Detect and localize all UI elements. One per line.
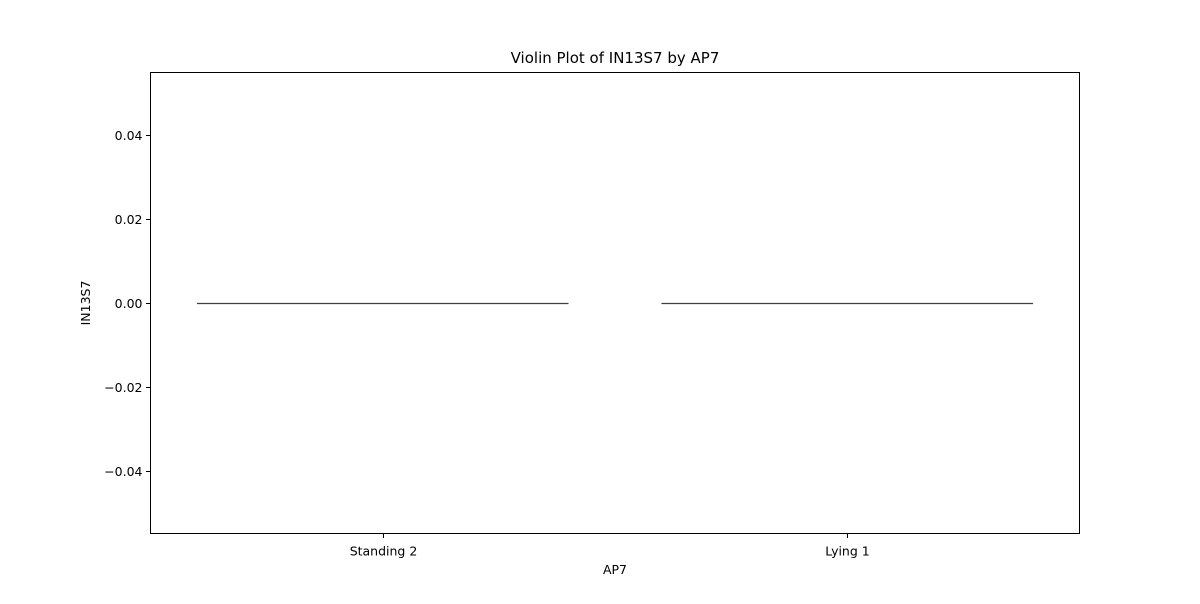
x-axis-label: AP7 [603, 562, 627, 577]
y-tick-label: −0.04 [104, 464, 142, 479]
chart-title: Violin Plot of IN13S7 by AP7 [511, 49, 720, 67]
y-axis-label: IN13S7 [78, 281, 93, 326]
y-tick-label: 0.04 [115, 128, 143, 143]
x-axis: Standing 2 Lying 1 [350, 533, 870, 559]
y-tick-label: −0.02 [104, 380, 142, 395]
y-tick-label: 0.02 [115, 212, 143, 227]
x-tick-label: Lying 1 [825, 544, 869, 559]
y-axis: 0.04 0.02 0.00 −0.02 −0.04 [104, 128, 151, 479]
y-tick-label: 0.00 [115, 296, 143, 311]
x-tick-label: Standing 2 [350, 544, 418, 559]
